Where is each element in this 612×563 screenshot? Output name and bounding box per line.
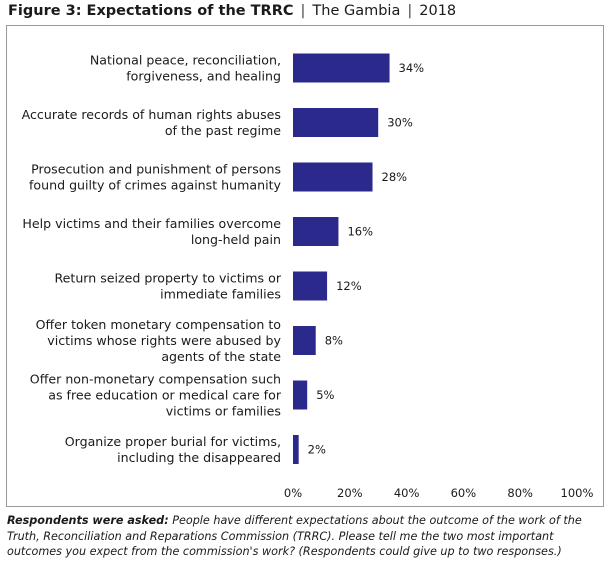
- bar-1: [293, 108, 379, 137]
- footnote-lead: Respondents were asked:: [7, 514, 169, 527]
- bar-5: [293, 326, 316, 355]
- figure-label: Figure 3: Expectations of the TRRC: [8, 3, 294, 19]
- figure-country: The Gambia: [312, 3, 401, 19]
- footnote-text: People have different expectations about…: [7, 514, 582, 558]
- data-label-4: 12%: [336, 279, 362, 293]
- x-tick-label-5: 100%: [561, 486, 594, 500]
- x-tick-label-4: 80%: [507, 486, 533, 500]
- x-tick-label-1: 20%: [337, 486, 363, 500]
- bar-4: [293, 271, 328, 301]
- category-label-0-0: National peace, reconciliation,: [90, 52, 281, 67]
- bar-chart: 34% National peace, reconciliation, forgiv…: [22, 52, 594, 500]
- category-label-3-0: Help victims and their families overcome: [22, 216, 281, 231]
- data-label-7: 2%: [308, 443, 326, 457]
- category-label-2-0: Prosecution and punishment of persons: [31, 161, 281, 176]
- category-label-0-1: forgiveness, and healing: [126, 69, 281, 84]
- data-label-1: 30%: [387, 116, 413, 130]
- category-label-7-1: including the disappeared: [117, 450, 281, 465]
- category-label-1-0: Accurate records of human rights abuses: [22, 107, 281, 122]
- bar-0: [293, 53, 390, 83]
- category-label-6-1: as free education or medical care for: [48, 388, 282, 403]
- category-label-1-1: of the past regime: [165, 123, 281, 138]
- bar-3: [293, 217, 339, 246]
- data-label-0: 34%: [399, 61, 425, 75]
- category-label-6-2: victims or families: [166, 404, 281, 419]
- bar-2: [293, 162, 373, 192]
- category-label-5-0: Offer token monetary compensation to: [36, 317, 282, 332]
- category-label-6-0: Offer non-monetary compensation such: [30, 371, 281, 386]
- footnote: Respondents were asked: People have diff…: [7, 513, 605, 560]
- category-label-4-1: immediate families: [160, 287, 281, 302]
- data-label-3: 16%: [347, 225, 373, 239]
- x-tick-label-3: 60%: [451, 486, 477, 500]
- data-label-6: 5%: [316, 388, 334, 402]
- figure-year: 2018: [419, 3, 457, 19]
- category-label-5-2: agents of the state: [161, 349, 281, 364]
- figure-title: Figure 3: Expectations of the TRRC | The G…: [8, 3, 456, 19]
- data-label-2: 28%: [382, 170, 408, 184]
- bar-6: [293, 380, 308, 410]
- title-separator: |: [300, 3, 306, 19]
- x-tick-label-2: 40%: [394, 486, 420, 500]
- category-label-4-0: Return seized property to victims or: [54, 270, 281, 285]
- category-label-7-0: Organize proper burial for victims,: [65, 434, 281, 449]
- chart-frame: [6, 25, 604, 507]
- category-label-5-1: victims whose rights were abused by: [47, 333, 281, 348]
- title-separator-2: |: [407, 3, 413, 19]
- category-label-2-1: found guilty of crimes against humanity: [29, 178, 282, 193]
- bar-7: [293, 435, 299, 464]
- x-tick-label-0: 0%: [284, 486, 302, 500]
- data-label-5: 8%: [325, 334, 343, 348]
- category-label-3-1: long-held pain: [191, 232, 281, 247]
